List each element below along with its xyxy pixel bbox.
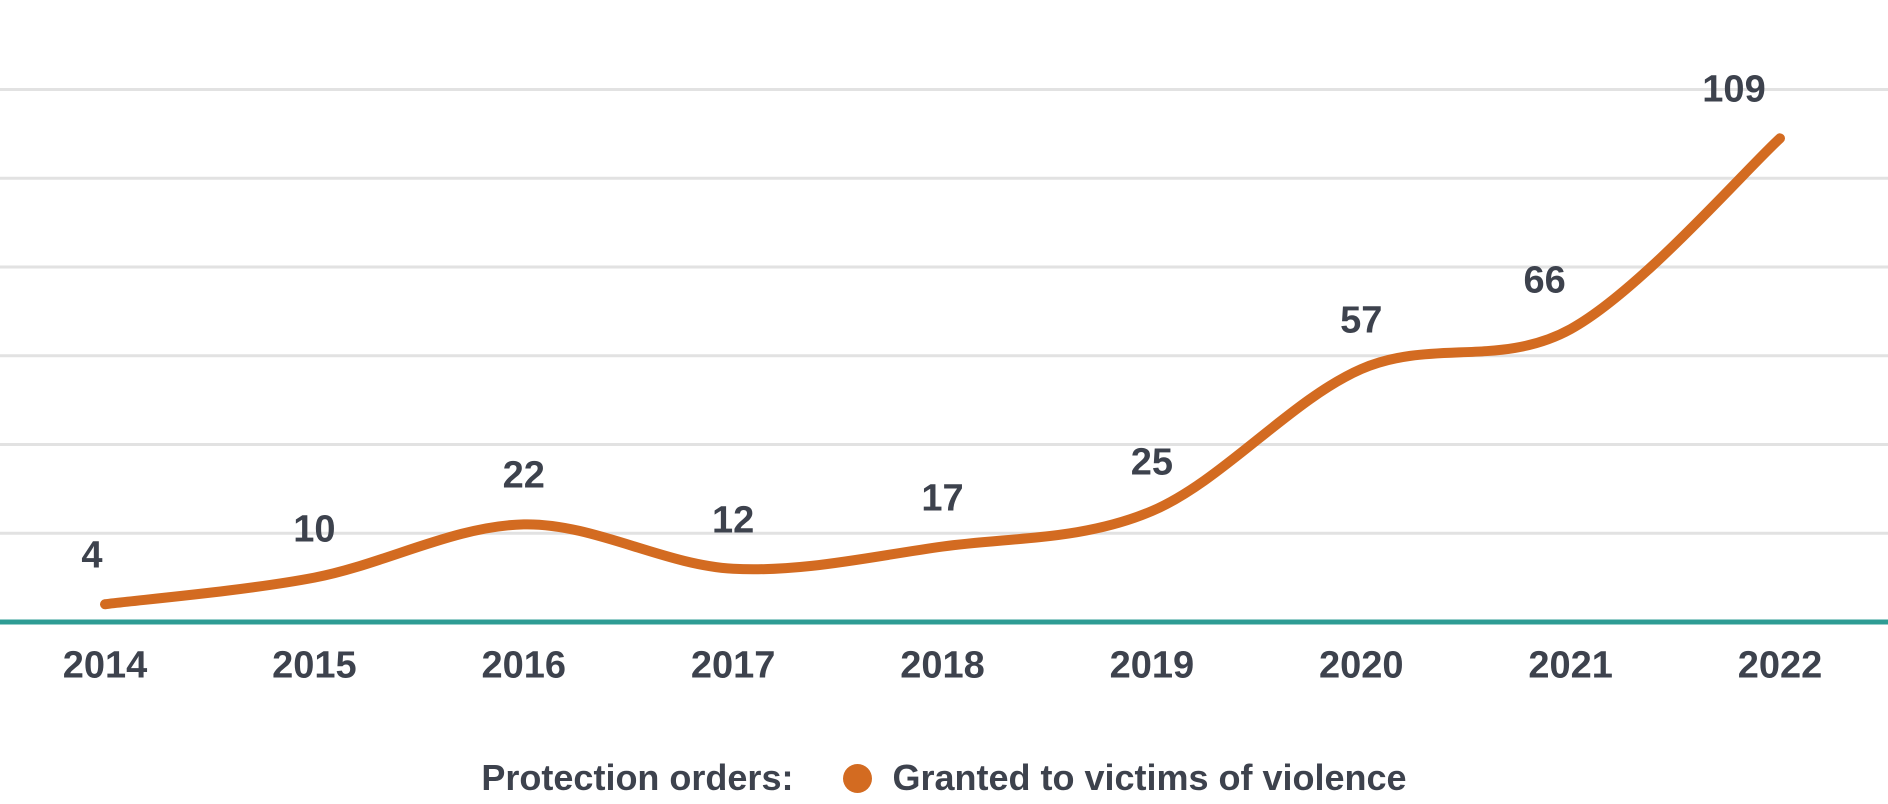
year-label: 2021 (1528, 644, 1613, 687)
year-label: 2020 (1318, 644, 1404, 687)
year-label: 2017 (690, 644, 776, 687)
series-line (100, 133, 1785, 610)
value-label: 22 (502, 454, 545, 497)
legend-title: Protection orders: (481, 757, 794, 798)
value-label: 25 (1130, 441, 1174, 484)
year-label: 2015 (272, 644, 357, 687)
value-label: 109 (1702, 68, 1766, 111)
year-label: 2019 (1109, 644, 1195, 687)
year-label: 2018 (900, 644, 985, 687)
legend-series-dot-icon (843, 763, 873, 793)
value-label: 12 (711, 499, 755, 542)
year-label: 2022 (1737, 644, 1823, 687)
year-label: 2014 (62, 644, 148, 687)
year-label: 2016 (481, 644, 567, 687)
value-label: 57 (1340, 299, 1383, 342)
value-label: 17 (921, 477, 964, 520)
legend-series-label: Granted to victims of violence (892, 757, 1407, 798)
value-label: 66 (1523, 259, 1566, 302)
value-label: 4 (81, 534, 103, 577)
value-label: 10 (293, 508, 336, 551)
legend: Protection orders: Granted to victims of… (0, 752, 1888, 804)
